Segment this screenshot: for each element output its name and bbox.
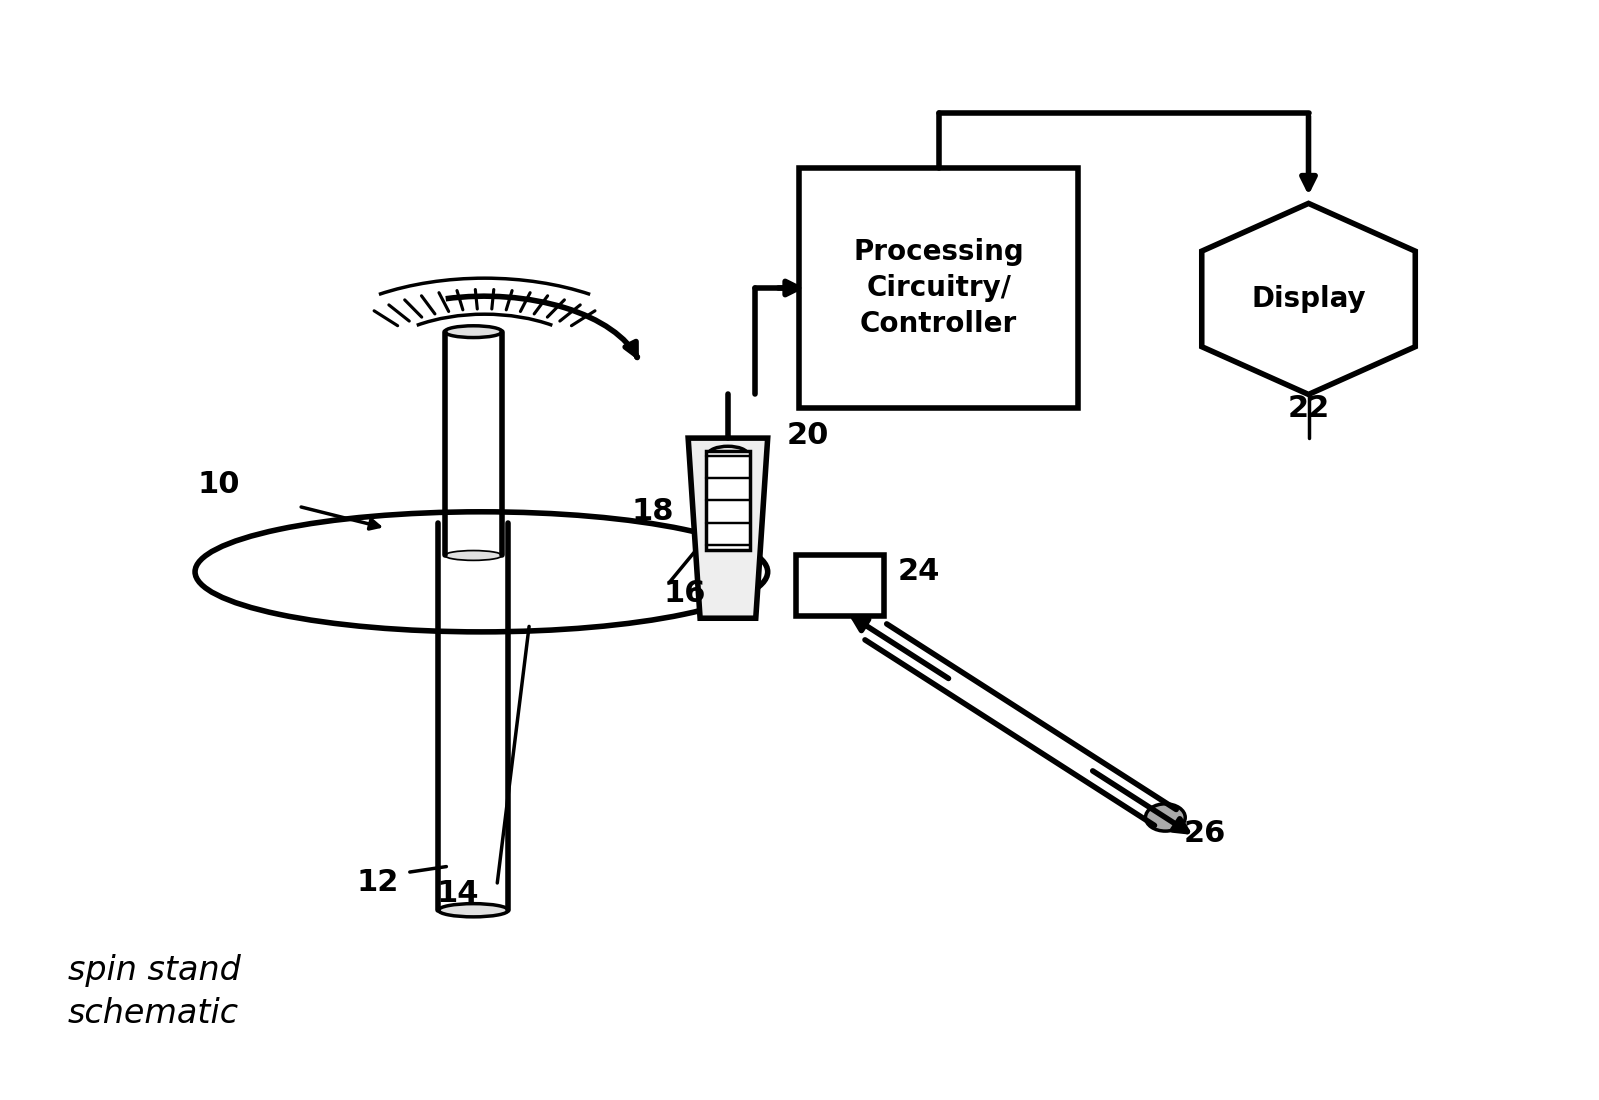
Ellipse shape xyxy=(438,903,508,917)
Ellipse shape xyxy=(1145,804,1185,832)
Text: 12: 12 xyxy=(357,869,400,898)
Ellipse shape xyxy=(445,550,502,560)
Polygon shape xyxy=(1202,204,1415,395)
Text: 16: 16 xyxy=(664,580,707,608)
Polygon shape xyxy=(688,438,768,618)
Text: 20: 20 xyxy=(787,421,828,450)
Text: Display: Display xyxy=(1250,285,1366,312)
Bar xyxy=(796,556,884,616)
Text: 14: 14 xyxy=(437,879,478,909)
Text: 26: 26 xyxy=(1183,820,1226,848)
Bar xyxy=(800,168,1078,408)
Text: 18: 18 xyxy=(632,497,675,526)
Text: 22: 22 xyxy=(1287,394,1330,422)
Text: Processing
Circuitry/
Controller: Processing Circuitry/ Controller xyxy=(854,239,1023,338)
Text: spin stand
schematic: spin stand schematic xyxy=(67,954,240,1031)
Ellipse shape xyxy=(445,326,502,338)
Bar xyxy=(707,451,750,550)
Text: 24: 24 xyxy=(897,558,940,586)
Text: 10: 10 xyxy=(198,470,240,499)
